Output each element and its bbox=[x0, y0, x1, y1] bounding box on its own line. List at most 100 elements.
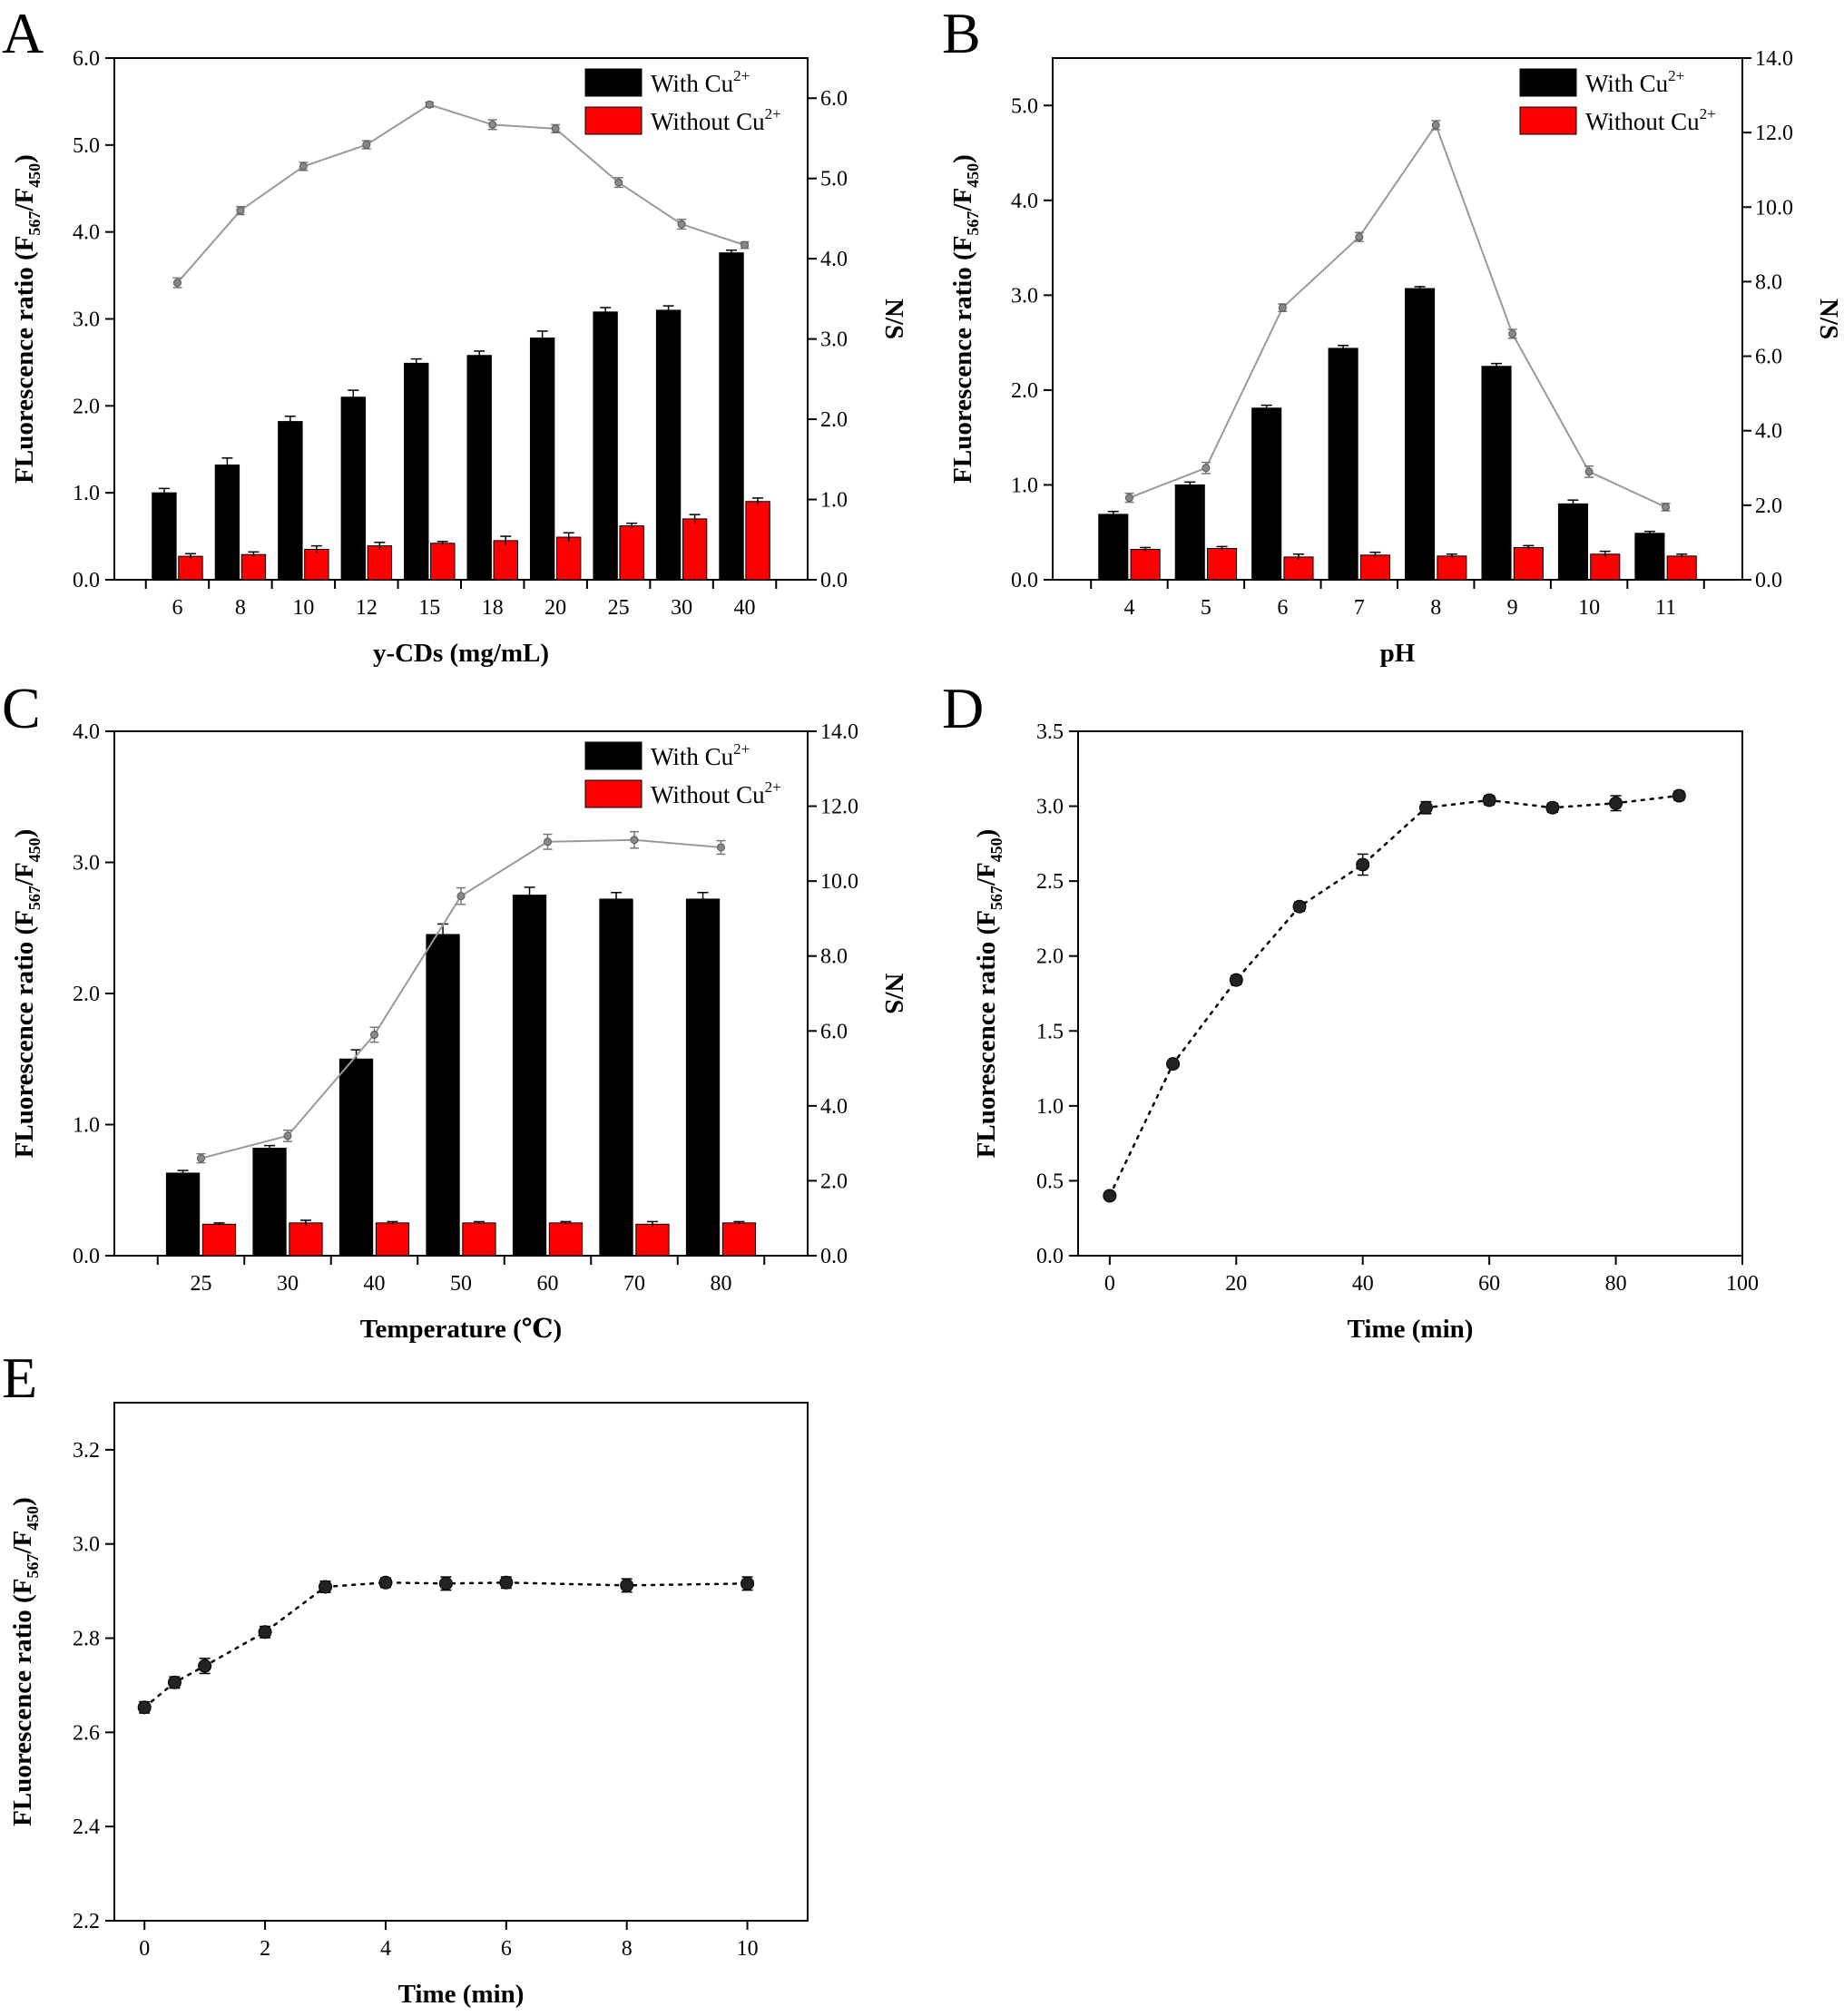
legend-label: With Cu2+ bbox=[651, 740, 750, 770]
bar-with-cu bbox=[404, 362, 429, 581]
bar-without-cu bbox=[289, 1222, 323, 1257]
ytick-label: 4.0 bbox=[1011, 190, 1038, 213]
ns-point bbox=[456, 892, 466, 901]
legend-swatch bbox=[584, 68, 642, 97]
y2tick-label: 1.0 bbox=[820, 489, 848, 513]
ns-point bbox=[362, 141, 371, 150]
bar-without-cu bbox=[462, 1222, 496, 1257]
bar-without-cu bbox=[375, 1222, 410, 1257]
ylabel-part: 450 bbox=[25, 837, 44, 862]
ytick-label: 0.0 bbox=[1036, 1245, 1064, 1268]
ylabel-part: ) bbox=[10, 154, 39, 163]
y2tick-label: 0.0 bbox=[1755, 569, 1782, 592]
y2tick-label: 0.0 bbox=[820, 1245, 848, 1268]
y2tick-label: 0.0 bbox=[820, 569, 848, 592]
data-point bbox=[167, 1675, 181, 1689]
bar-with-cu bbox=[278, 421, 303, 581]
xtick-label: 40 bbox=[734, 596, 756, 620]
x-axis-title: pH bbox=[1380, 639, 1416, 668]
y-axis-title: FLuorescence ratio (F567/F450) bbox=[972, 829, 1005, 1159]
legend-swatch bbox=[584, 106, 642, 135]
ytick-label: 3.0 bbox=[73, 852, 100, 876]
bar-with-cu bbox=[529, 338, 555, 581]
legend-label: With Cu2+ bbox=[1585, 67, 1684, 97]
ylabel-part: 567 bbox=[987, 886, 1005, 910]
bar-without-cu bbox=[1130, 549, 1161, 581]
panel-b: B 0.0 1.0 2.0 3.0 4.0 5.0 0.0 2.0 4.0 6.0 8.0 10.0 12… bbox=[942, 1, 1843, 668]
ns-point bbox=[236, 206, 245, 215]
ytick-label: 3.0 bbox=[73, 308, 100, 332]
ytick-label: 0.0 bbox=[1011, 569, 1038, 592]
bar-without-cu bbox=[548, 1222, 584, 1257]
legend-label-sup: 2+ bbox=[765, 778, 781, 796]
panel-a: A 0.0 1.0 2.0 3.0 4.0 5.0 6.0 0.0 1.0 2.0 3.0 4.0 5.0… bbox=[2, 1, 908, 668]
data-point bbox=[1229, 973, 1243, 987]
ytick-label: 0.0 bbox=[73, 1245, 100, 1268]
xtick-label: 30 bbox=[277, 1272, 299, 1296]
y2tick-label: 2.0 bbox=[820, 1169, 848, 1193]
ytick-label: 3.0 bbox=[73, 1533, 100, 1557]
y-axis-title: FLuorescence ratio (F567/F450) bbox=[10, 829, 44, 1159]
ytick-label: 6.0 bbox=[73, 47, 100, 71]
ylabel-part: /F bbox=[948, 188, 977, 212]
ns-point bbox=[1508, 329, 1517, 338]
ytick-label: 2.0 bbox=[73, 395, 100, 418]
legend-label: Without Cu2+ bbox=[651, 105, 781, 135]
ylabel-part: 567 bbox=[25, 211, 44, 236]
bar-without-cu bbox=[745, 501, 770, 581]
xtick-label: 25 bbox=[608, 596, 630, 620]
ns-point bbox=[172, 279, 181, 288]
ylabel-part: ) bbox=[10, 829, 39, 838]
bar-with-cu bbox=[252, 1148, 287, 1257]
ytick-label: 1.0 bbox=[73, 1114, 100, 1138]
ylabel-part: 450 bbox=[987, 837, 1005, 862]
y2tick-label: 4.0 bbox=[820, 1095, 848, 1119]
y2tick-label: 6.0 bbox=[820, 87, 848, 111]
xtick-label: 10 bbox=[1578, 596, 1600, 620]
data-point bbox=[258, 1625, 272, 1639]
bar-without-cu bbox=[1666, 555, 1697, 581]
data-point bbox=[620, 1578, 634, 1592]
panel-letter: E bbox=[2, 1346, 37, 1410]
legend-label-base: With Cu bbox=[651, 743, 734, 770]
bar-without-cu bbox=[619, 525, 644, 581]
ytick-label: 0.0 bbox=[73, 569, 100, 592]
plot-frame bbox=[1052, 57, 1743, 581]
y-axis-title: FLuorescence ratio (F567/F450) bbox=[10, 154, 44, 484]
xtick-label: 15 bbox=[418, 596, 440, 620]
y2-axis-title: N/S bbox=[879, 298, 908, 339]
panel-c: C 0.0 1.0 2.0 3.0 4.0 0.0 2.0 4.0 6.0 8.0 10.0 12.0 1… bbox=[2, 676, 908, 1344]
ytick-label: 3.2 bbox=[73, 1439, 100, 1463]
ytick-label: 3.5 bbox=[1036, 720, 1064, 744]
ytick-label: 1.0 bbox=[1011, 474, 1038, 497]
xtick-label: 80 bbox=[1605, 1272, 1627, 1296]
data-point bbox=[1356, 857, 1370, 872]
xtick-label: 4 bbox=[380, 1937, 391, 1961]
bar-with-cu bbox=[1557, 503, 1589, 581]
legend-label-base: Without Cu bbox=[1585, 108, 1700, 135]
y2tick-label: 4.0 bbox=[1755, 420, 1782, 444]
y2tick-label: 2.0 bbox=[1755, 494, 1782, 518]
ns-point bbox=[551, 124, 560, 133]
ytick-label: 4.0 bbox=[73, 221, 100, 245]
bar-without-cu bbox=[304, 548, 329, 581]
y2tick-label: 14.0 bbox=[1755, 47, 1793, 71]
legend-label-base: With Cu bbox=[651, 70, 734, 97]
panel-letter: D bbox=[942, 676, 984, 740]
ylabel-part: FLuorescence ratio (F bbox=[948, 236, 977, 484]
xtick-label: 20 bbox=[544, 596, 566, 620]
ns-point bbox=[1355, 232, 1364, 241]
bar-without-cu bbox=[635, 1223, 670, 1257]
plot-frame bbox=[1077, 730, 1743, 1257]
ns-point bbox=[1662, 503, 1671, 512]
bar-with-cu bbox=[340, 396, 366, 581]
legend-label-sup: 2+ bbox=[765, 105, 781, 122]
xtick-label: 4 bbox=[1123, 596, 1134, 620]
data-point bbox=[378, 1575, 393, 1590]
legend-label: Without Cu2+ bbox=[651, 778, 781, 808]
xtick-label: 5 bbox=[1201, 596, 1211, 620]
ytick-label: 3.0 bbox=[1036, 796, 1064, 819]
y2tick-label: 10.0 bbox=[1755, 196, 1793, 220]
ylabel-part: ) bbox=[948, 154, 977, 163]
ytick-label: 2.6 bbox=[73, 1721, 100, 1745]
